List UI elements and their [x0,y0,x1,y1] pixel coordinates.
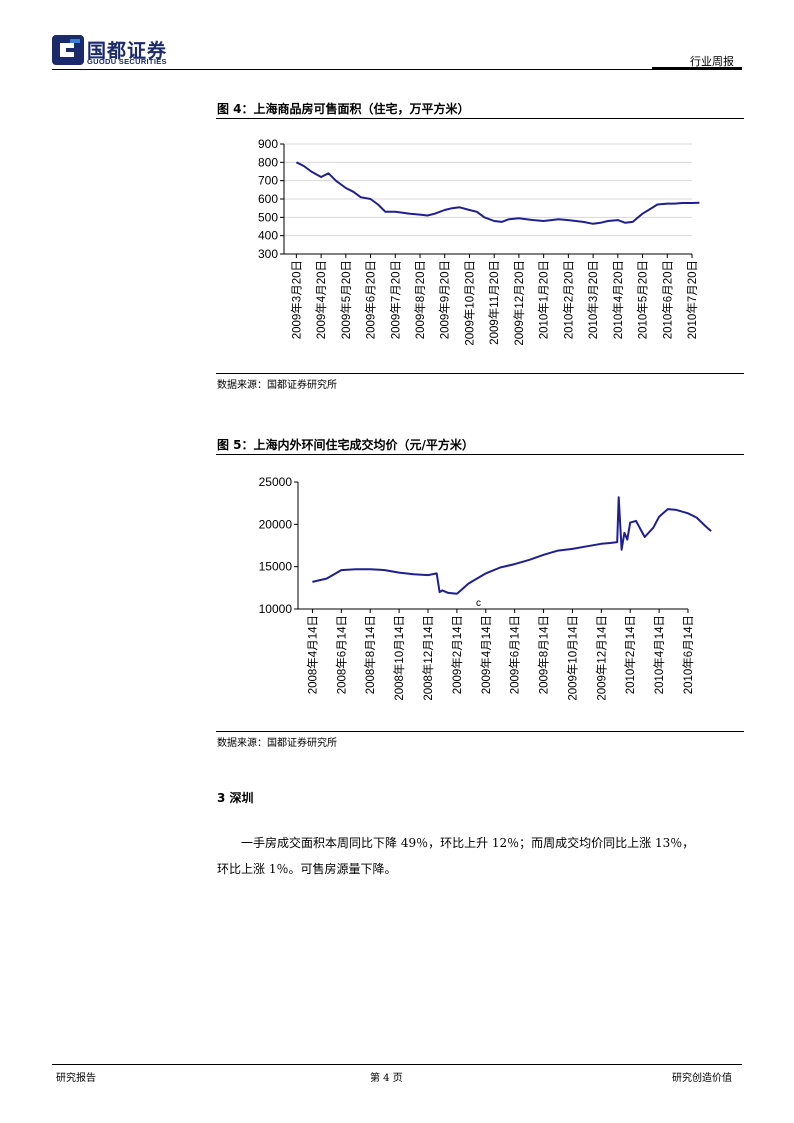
chart2-ytick-label: 15000 [259,560,293,574]
chart2-xtick-label: 2008年10月14日 [392,615,406,701]
chart1-ytick-label: 300 [258,247,278,261]
chart2-xtick-label: 2009年10月14日 [565,615,579,701]
chart1-xtick-label: 2010年7月20日 [685,260,699,339]
chart2-ytick-label: 25000 [259,475,293,489]
header: 国都证券 GUODU SECURITIES 行业周报 [0,0,794,72]
section-paragraph-line-1: 一手房成交面积本周同比下降 49％，环比上升 12％；而周成交均价同比上涨 13… [241,836,695,850]
chart1-ytick-label: 900 [258,137,278,151]
chart1-ytick-label: 500 [258,210,278,224]
chart1-xtick-label: 2009年5月20日 [339,260,353,339]
figure-4-title: 图 4：上海商品房可售面积（住宅，万平方米） [217,102,470,116]
chart1-xtick-label: 2010年1月20日 [537,260,551,339]
chart2-xtick-label: 2009年8月14日 [537,615,551,694]
chart1-xtick-label: 2009年4月20日 [314,260,328,339]
chart1-xtick-label: 2010年2月20日 [561,260,575,339]
figure-5-title-rule [216,454,744,455]
section-paragraph-line-2: 环比上涨 1％。可售房源量下降。 [217,862,397,876]
chart1-xtick-label: 2009年7月20日 [388,260,402,339]
chart1-xtick-label: 2009年8月20日 [413,260,427,339]
chart2-xtick-label: 2009年6月14日 [508,615,522,694]
chart2-xtick-label: 2009年12月14日 [594,615,608,701]
chart1-xtick-label: 2009年6月20日 [364,260,378,339]
figure-5-source-rule [216,731,744,732]
chart1-series-line [295,161,700,225]
figure-5-title: 图 5：上海内外环间住宅成交均价（元/平方米） [217,438,474,452]
report-type-label: 行业周报 [690,55,734,68]
figure-4-source-rule [216,373,744,374]
header-rule [52,69,742,70]
chart1-ytick-label: 700 [258,174,278,188]
chart1-xtick-label: 2009年9月20日 [438,260,452,339]
chart1-xtick-label: 2009年11月20日 [487,260,501,345]
chart2-xtick-label: 2008年8月14日 [363,615,377,694]
chart1-ytick-label: 600 [258,192,278,206]
footer-right: 研究创造价值 [672,1073,732,1084]
chart1-xtick-label: 2010年4月20日 [611,260,625,339]
chart2-xtick-label: 2010年4月14日 [652,615,666,694]
chart2-ytick-label: 20000 [259,517,293,531]
chart2-xtick-label: 2008年6月14日 [334,615,348,694]
chart1-xtick-label: 2010年6月20日 [660,260,674,339]
chart2-xtick-label: 2008年4月14日 [305,615,319,694]
chart2-xtick-label: 2010年6月14日 [681,615,695,694]
figure-4-source: 数据来源：国都证券研究所 [217,380,337,391]
figure-4-chart: 300 400 500 600 700 800 900 2009年3月20日 2009年4月20… [258,137,700,346]
logo-name: 国都证券 [87,40,168,62]
chart1-ytick-label: 400 [258,229,278,243]
chart2-xtick-label: 2009年4月14日 [479,615,493,694]
page-number: 第 4 页 [370,1073,403,1084]
figure-4-title-rule [216,118,744,119]
figure-5-chart: 10000 15000 20000 25000 2008年4月14日 2008年6月14日… [259,475,712,701]
chart2-xtick-label: 2009年2月14日 [450,615,464,694]
chart2-series-line [312,496,712,595]
logo-icon [52,35,84,65]
chart1-xtick-label: 2009年10月20日 [462,260,476,346]
header-rule-thick [652,67,742,69]
chart2-xtick-label: 2008年12月14日 [421,615,435,701]
chart1-ytick-label: 800 [258,155,278,169]
chart1-xtick-label: 2010年5月20日 [636,260,650,339]
footer-rule [52,1064,742,1065]
chart2-ytick-label: 10000 [259,602,293,616]
figure-5-source: 数据来源：国都证券研究所 [217,738,337,749]
logo-english-name: GUODU SECURITIES [87,57,167,66]
section-heading: 3 深圳 [217,791,254,805]
chart2-annotation: c [476,598,481,609]
chart1-xtick-label: 2009年3月20日 [289,260,303,339]
chart1-xtick-label: 2009年12月20日 [512,260,526,346]
chart1-xtick-label: 2010年3月20日 [586,260,600,339]
footer-left: 研究报告 [56,1073,96,1084]
chart2-xtick-label: 2010年2月14日 [623,615,637,694]
